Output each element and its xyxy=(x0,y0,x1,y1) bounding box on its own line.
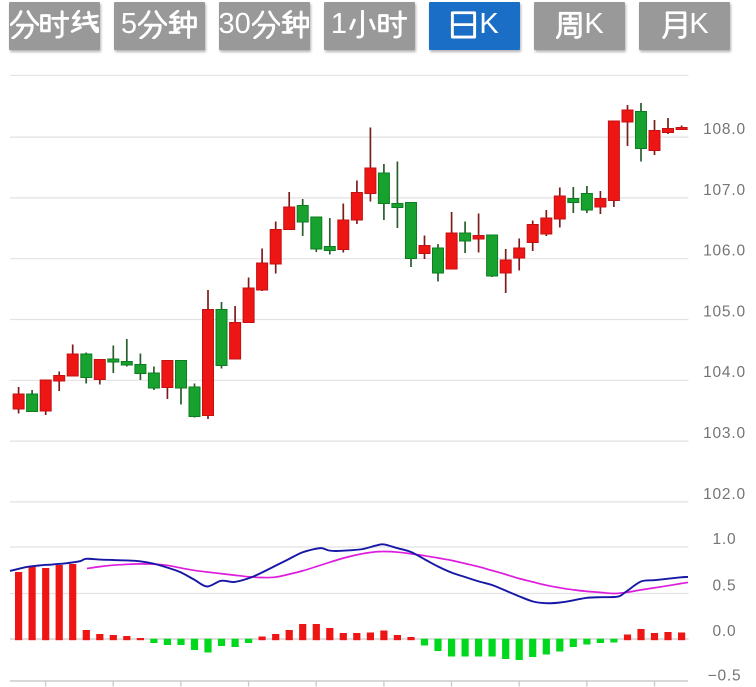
svg-text:0.0: 0.0 xyxy=(713,623,737,640)
svg-text:−0.5: −0.5 xyxy=(708,668,742,685)
svg-text:107.0: 107.0 xyxy=(703,182,746,199)
svg-text:0.5: 0.5 xyxy=(713,578,737,595)
svg-text:105.0: 105.0 xyxy=(703,303,746,320)
svg-text:1.0: 1.0 xyxy=(713,531,737,548)
svg-text:104.0: 104.0 xyxy=(703,364,746,381)
svg-text:102.0: 102.0 xyxy=(703,486,746,503)
svg-text:106.0: 106.0 xyxy=(703,243,746,260)
svg-text:103.0: 103.0 xyxy=(703,425,746,442)
svg-text:108.0: 108.0 xyxy=(703,121,746,138)
